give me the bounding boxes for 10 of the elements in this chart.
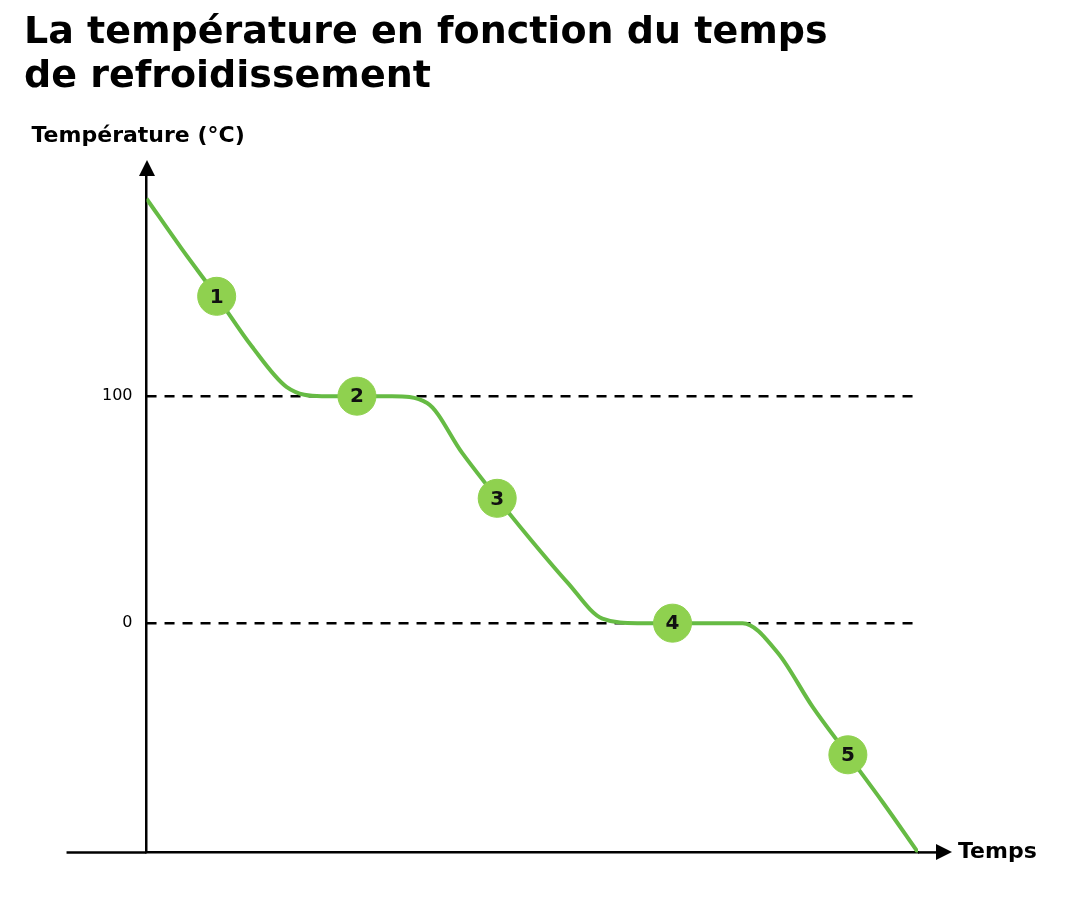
chart-title: La température en fonction du temps de refroidissement — [24, 8, 829, 96]
y-axis-title: Température (°C) — [31, 121, 245, 147]
y-tick-label: 0 — [122, 612, 133, 632]
annotation: 4 — [665, 610, 680, 635]
annotation: 3 — [490, 485, 505, 510]
y-tick-label: 100 — [101, 385, 133, 405]
annotation: 5 — [840, 742, 855, 766]
annotation: 1 — [209, 283, 224, 308]
x-axis-title: Temps — [958, 838, 1037, 864]
annotation: 2 — [349, 383, 364, 408]
